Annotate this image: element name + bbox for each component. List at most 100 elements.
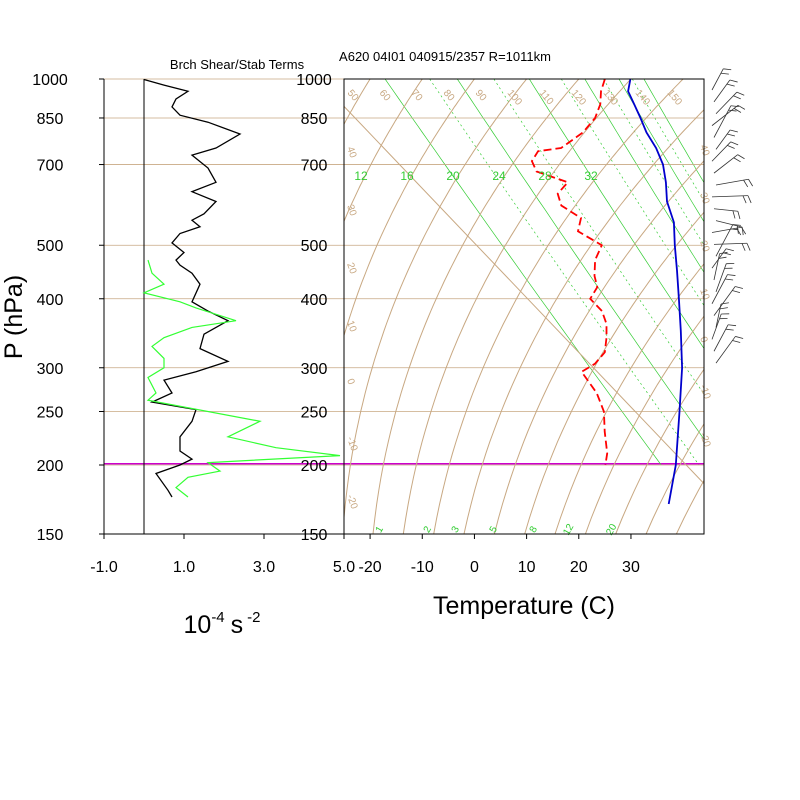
wind-barb	[715, 302, 729, 328]
wind-barb-staff	[713, 242, 747, 245]
isotherm-top-label: 130	[601, 88, 620, 108]
wind-barb-staff	[713, 286, 736, 316]
wind-barb-staff	[711, 274, 728, 304]
skew-t-plot-frame	[343, 78, 705, 535]
isotherm-top-label: 70	[409, 88, 425, 104]
wind-barb	[713, 79, 738, 103]
temperature-axis-label: Temperature (C)	[433, 592, 615, 620]
shear-stab-y-tick-label: 400	[37, 292, 64, 309]
dry-adiabat-label: -20	[344, 493, 359, 511]
dry-adiabat-label: 0	[697, 335, 709, 344]
mixing-ratio-label: 24	[492, 169, 506, 183]
shear-stab-x-tick-label: -1.0	[90, 559, 118, 576]
wind-barb-feather	[730, 105, 739, 108]
mixing-ratio-label: 5	[488, 524, 501, 535]
wind-barb-feather	[737, 154, 745, 160]
dry-adiabat-line	[344, 79, 423, 223]
wind-barb	[711, 68, 732, 91]
skew-t-y-tick-label: 200	[301, 458, 328, 475]
dry-adiabat-line	[344, 79, 371, 126]
wind-barb-staff	[711, 313, 722, 340]
mixing-ratio-label: 3	[450, 524, 463, 535]
mixing-ratio-label: 20	[604, 522, 619, 538]
mixing-ratio-line	[584, 79, 704, 273]
dry-adiabat-label: 20	[344, 261, 358, 276]
wind-barb	[711, 226, 747, 236]
mixing-ratio-line	[457, 79, 704, 440]
dry-adiabat-line	[344, 79, 475, 338]
skew-t-x-tick-label: -10	[411, 559, 434, 576]
mixing-ratio-label: 12	[354, 169, 368, 183]
wind-barb	[715, 224, 741, 257]
mixing-ratio-line	[618, 79, 704, 223]
wind-barb-feather	[746, 243, 751, 251]
wind-barb	[711, 141, 739, 162]
wind-barb-staff	[715, 178, 749, 186]
wind-barb-feather	[720, 302, 729, 305]
wind-barb-feather	[733, 157, 741, 163]
wind-barb	[715, 336, 744, 364]
dry-adiabat-line	[615, 368, 704, 534]
mixing-ratio-line	[631, 79, 704, 202]
wind-barb-feather	[725, 328, 734, 331]
wind-barb	[713, 251, 728, 281]
shear-stab-series-shear	[143, 78, 242, 498]
mixing-ratio-label: 28	[538, 169, 552, 183]
wind-barb	[713, 242, 751, 251]
isotherm-top-label: 120	[569, 88, 588, 108]
wind-barb	[711, 104, 746, 126]
isotherm-top-label: 90	[473, 88, 489, 104]
mixing-ratio-label: 2	[422, 524, 435, 535]
dry-adiabat-line	[675, 479, 704, 534]
left-panel-title: Brch Shear/Stab Terms	[170, 57, 305, 72]
dry-adiabat-line	[493, 160, 704, 534]
wind-barb	[715, 129, 738, 150]
skew-t-y-tick-label: 700	[301, 158, 328, 175]
isotherm-top-label: 140	[633, 88, 652, 108]
skew-t-y-tick-label: 1000	[296, 72, 332, 89]
mixing-ratio-line	[493, 79, 704, 395]
wind-barb-feather	[735, 286, 743, 289]
wind-barb	[711, 274, 736, 304]
dry-adiabat-label: 10	[344, 319, 358, 334]
right-panel-title: A620 04I01 040915/2357 R=1011km	[339, 49, 551, 64]
wind-barb-feather	[733, 108, 742, 113]
wind-barb-feather	[730, 129, 738, 133]
wind-barb-staff	[711, 195, 748, 198]
dry-adiabat-line	[344, 79, 527, 524]
wind-barb-column	[711, 68, 753, 364]
wind-barb-feather	[728, 324, 737, 327]
dry-adiabat-line	[737, 79, 800, 534]
wind-barb-staff	[715, 224, 734, 257]
shear-stab-x-tick-label: 5.0	[333, 559, 355, 576]
wind-barb-feather	[732, 210, 736, 219]
wind-barb-feather	[723, 68, 732, 71]
wind-barb-staff	[711, 104, 739, 126]
skew-t-y-tick-label: 300	[301, 361, 328, 378]
wind-barb-feather	[742, 195, 747, 204]
isotherm-top-label: 50	[345, 88, 361, 104]
skew-t-y-tick-label: 500	[301, 238, 328, 255]
wind-barb-staff	[715, 336, 736, 364]
y-axis-label: P (hPa)	[0, 275, 28, 359]
wind-barb-staff	[715, 303, 722, 328]
shear-stab-y-tick-label: 500	[37, 238, 64, 255]
wind-barb-feather	[727, 274, 736, 276]
wind-barb-feather	[726, 248, 734, 252]
dry-adiabat-label: 40	[344, 145, 358, 160]
shear-stab-y-tick-label: 250	[37, 404, 64, 421]
shear-stab-y-tick-label: 700	[37, 158, 64, 175]
wind-barb	[713, 324, 737, 352]
wind-barb-feather	[727, 133, 736, 137]
wind-barb-feather	[728, 109, 737, 112]
wind-barb-feather	[730, 141, 739, 146]
shear-stab-x-tick-label: 1.0	[173, 559, 195, 576]
wind-barb-feather	[719, 307, 728, 310]
skew-t-x-tick-label: 20	[570, 559, 588, 576]
mixing-ratio-label: 8	[528, 524, 541, 535]
skew-t-dewpoint-line	[530, 79, 609, 466]
wind-barb	[715, 91, 745, 115]
